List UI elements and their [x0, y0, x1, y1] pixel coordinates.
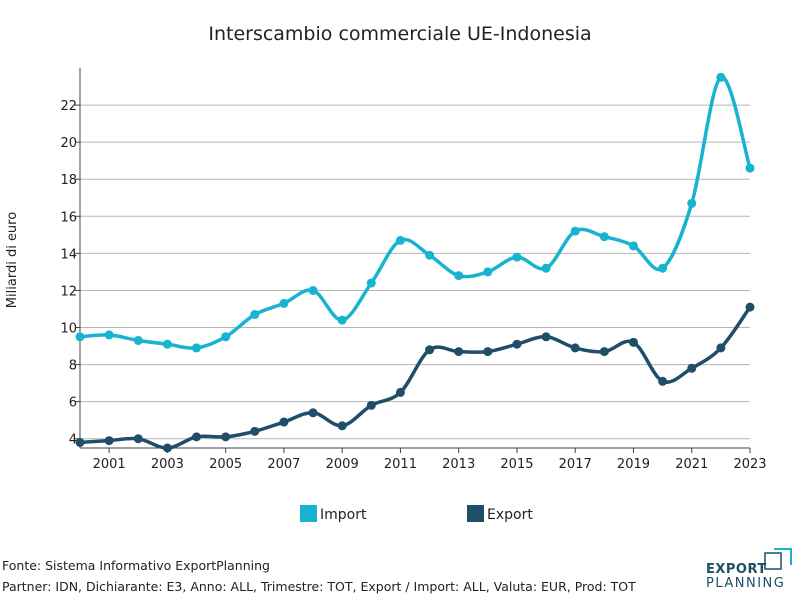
- x-tick-label-2017: 2017: [559, 457, 592, 472]
- point-import-2010: [366, 278, 376, 288]
- point-import-2006: [250, 310, 260, 320]
- y-tick-label-12: 12: [60, 284, 77, 299]
- point-export-2005: [221, 432, 231, 442]
- point-import-2023: [745, 163, 755, 173]
- chart-title: Interscambio commerciale UE-Indonesia: [208, 23, 591, 45]
- point-import-2019: [628, 241, 638, 251]
- point-export-2019: [628, 337, 638, 347]
- point-import-2022: [716, 72, 726, 82]
- point-export-2013: [454, 347, 464, 357]
- point-import-2003: [162, 339, 172, 349]
- legend-label-import: Import: [320, 507, 367, 523]
- chart: Interscambio commerciale UE-Indonesia Mi…: [5, 23, 767, 523]
- x-tick-label-2001: 2001: [93, 457, 126, 472]
- point-export-2000: [75, 437, 85, 447]
- y-tick-label-16: 16: [60, 210, 77, 225]
- point-export-2012: [425, 345, 435, 355]
- point-export-2002: [133, 434, 143, 444]
- series-line-import: [78, 75, 752, 350]
- legend-swatch-export: [467, 505, 484, 522]
- point-export-2021: [687, 363, 697, 373]
- point-import-2001: [104, 330, 114, 340]
- x-tick-label-2011: 2011: [384, 457, 417, 472]
- point-import-2015: [512, 252, 522, 262]
- point-export-2006: [250, 426, 260, 436]
- y-tick-label-4: 4: [69, 433, 77, 448]
- x-tick-label-2019: 2019: [617, 457, 650, 472]
- exportplanning-logo: EXPORT PLANNING: [706, 546, 796, 594]
- footer-source: Fonte: Sistema Informativo ExportPlannin…: [2, 558, 270, 573]
- x-tick-label-2013: 2013: [442, 457, 475, 472]
- point-import-2011: [395, 235, 405, 245]
- y-tick-label-20: 20: [60, 136, 77, 151]
- y-axis-ticks: 4 6 8 10 12 14 16 18 20 22: [60, 99, 80, 448]
- point-import-2000: [75, 332, 85, 342]
- point-import-2014: [483, 267, 493, 277]
- y-axis-label: Miliardi di euro: [5, 212, 20, 308]
- x-tick-label-2005: 2005: [209, 457, 242, 472]
- x-tick-label-2023: 2023: [733, 457, 766, 472]
- legend-label-export: Export: [487, 507, 533, 523]
- point-export-2009: [337, 421, 347, 431]
- point-export-2022: [716, 343, 726, 353]
- point-export-2014: [483, 347, 493, 357]
- x-tick-label-2003: 2003: [151, 457, 184, 472]
- legend-swatch-import: [300, 505, 317, 522]
- point-export-2023: [745, 302, 755, 312]
- y-tick-label-6: 6: [69, 396, 77, 411]
- point-import-2017: [570, 226, 580, 236]
- point-import-2002: [133, 335, 143, 345]
- point-import-2008: [308, 285, 318, 295]
- y-tick-label-8: 8: [69, 359, 77, 374]
- y-tick-label-10: 10: [60, 322, 77, 337]
- y-tick-label-18: 18: [60, 173, 77, 188]
- point-import-2020: [658, 263, 668, 273]
- point-export-2015: [512, 339, 522, 349]
- point-import-2016: [541, 263, 551, 273]
- point-import-2018: [599, 232, 609, 242]
- point-export-2017: [570, 343, 580, 353]
- logo-text-planning: PLANNING: [706, 576, 786, 591]
- axes: [79, 68, 750, 449]
- point-export-2010: [366, 400, 376, 410]
- point-export-2008: [308, 408, 318, 418]
- logo-mark-icon: [764, 548, 792, 570]
- footer-params: Partner: IDN, Dichiarante: E3, Anno: ALL…: [2, 579, 636, 594]
- point-import-2021: [687, 198, 697, 208]
- series-line-export: [78, 305, 752, 450]
- point-export-2020: [658, 376, 668, 386]
- point-import-2004: [192, 343, 202, 353]
- y-tick-label-14: 14: [60, 247, 77, 262]
- x-tick-label-2007: 2007: [267, 457, 300, 472]
- point-export-2003: [162, 443, 172, 453]
- point-export-2007: [279, 417, 289, 427]
- y-tick-label-22: 22: [60, 99, 77, 114]
- point-import-2005: [221, 332, 231, 342]
- x-axis-ticks: 2001 2003 2005 2007 2009 2011 2013 2015 2017 2019…: [93, 448, 767, 472]
- point-export-2001: [104, 436, 114, 446]
- logo-text-export: EXPORT: [706, 562, 767, 577]
- point-export-2018: [599, 347, 609, 357]
- x-tick-label-2021: 2021: [675, 457, 708, 472]
- grid: [80, 104, 750, 440]
- point-export-2011: [395, 387, 405, 397]
- x-tick-label-2015: 2015: [500, 457, 533, 472]
- legend: Import Export: [300, 505, 533, 523]
- x-tick-label-2009: 2009: [326, 457, 359, 472]
- point-export-2016: [541, 332, 551, 342]
- point-import-2007: [279, 298, 289, 308]
- point-import-2013: [454, 271, 464, 281]
- point-import-2009: [337, 315, 347, 325]
- point-export-2004: [192, 432, 202, 442]
- series: [75, 72, 755, 453]
- point-import-2012: [425, 250, 435, 260]
